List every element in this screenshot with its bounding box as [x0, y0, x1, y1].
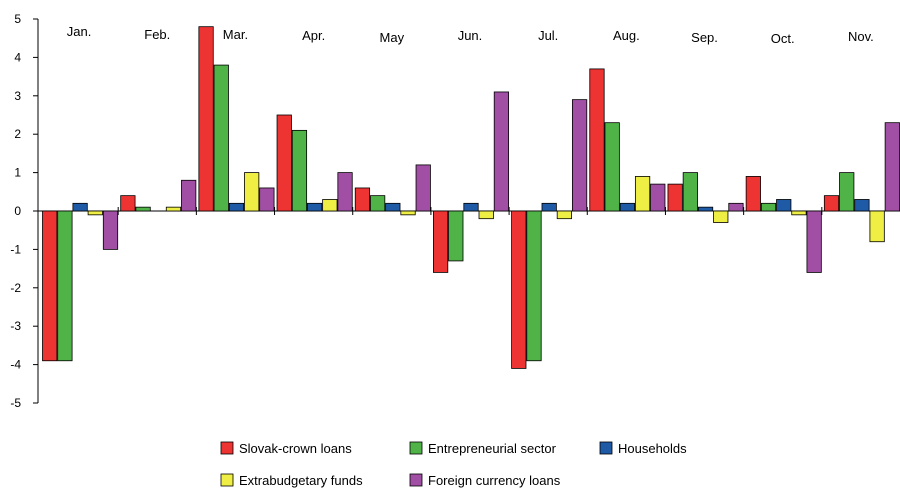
y-tick-label: 4 [14, 50, 21, 64]
bar [433, 210, 449, 273]
category-label: Jun. [458, 28, 483, 43]
category-label: Mar. [223, 27, 248, 42]
legend-label: Foreign currency loans [428, 473, 561, 488]
bar [198, 26, 214, 212]
y-tick-label: 1 [14, 166, 21, 180]
bar [291, 129, 308, 212]
bar [165, 206, 182, 212]
bar [213, 64, 229, 212]
bar [713, 210, 729, 223]
bar [120, 195, 136, 212]
category-label: Aug. [613, 28, 640, 43]
category-label: Jan. [67, 24, 92, 39]
bar [682, 172, 698, 212]
bar [650, 183, 666, 212]
bar [884, 122, 900, 212]
bar [854, 199, 870, 212]
bar [463, 202, 479, 212]
bar [307, 202, 323, 212]
bar [493, 91, 510, 212]
legend-swatch [409, 473, 423, 487]
category-label: Oct. [771, 31, 795, 46]
category-label: Feb. [144, 27, 170, 42]
y-tick-label: -2 [10, 281, 21, 295]
bar [87, 210, 103, 216]
y-tick-label: -4 [10, 358, 21, 372]
bar [839, 172, 855, 212]
bar [589, 68, 605, 212]
y-tick-label: 3 [14, 89, 21, 103]
legend-swatch [599, 441, 613, 455]
legend-swatch [409, 441, 423, 455]
category-label: Sep. [691, 30, 718, 45]
bar [511, 210, 527, 369]
bars [42, 26, 900, 369]
legend: Slovak-crown loans Entrepreneurial sector… [220, 441, 687, 488]
bar [259, 187, 275, 212]
legend-label: Entrepreneurial sector [428, 441, 557, 456]
category-label: Apr. [302, 28, 325, 43]
bar [72, 202, 88, 212]
bar [571, 99, 588, 212]
bar [791, 210, 807, 216]
bar [400, 210, 416, 216]
bar [181, 179, 197, 212]
y-tick-label: 5 [14, 12, 21, 26]
bar [135, 206, 151, 212]
bar [541, 202, 557, 212]
y-tick-label: -3 [10, 319, 21, 333]
bar [322, 199, 338, 212]
bar [667, 183, 683, 212]
bar [244, 172, 260, 212]
legend-label: Extrabudgetary funds [239, 473, 363, 488]
category-labels: Jan. Feb. Mar. Apr. May Jun. Jul. Aug. Sep. Oct. N… [67, 24, 874, 46]
bar [102, 210, 119, 250]
bar [556, 210, 572, 220]
bar [42, 210, 58, 362]
legend-label: Households [618, 441, 687, 456]
bar [385, 202, 401, 212]
bar [57, 210, 73, 362]
y-tick-label: -5 [10, 396, 21, 410]
bar [478, 210, 494, 220]
y-tick-label: 2 [14, 127, 21, 141]
bar [869, 210, 885, 243]
bar [806, 210, 822, 273]
bar [415, 164, 431, 212]
category-label: Jul. [538, 28, 558, 43]
bar [337, 172, 353, 212]
legend-swatch [220, 473, 234, 487]
bar [370, 195, 386, 212]
bar [776, 199, 792, 212]
bar [697, 206, 714, 212]
bar [354, 187, 371, 212]
category-label: Nov. [848, 29, 874, 44]
y-tick-label: 0 [14, 204, 21, 218]
bar [604, 122, 620, 212]
bar [728, 202, 744, 212]
legend-label: Slovak-crown loans [239, 441, 352, 456]
bar [228, 202, 245, 212]
bar [745, 176, 761, 212]
bar [619, 202, 635, 212]
bar [448, 210, 464, 262]
bar [526, 210, 542, 362]
bar [276, 114, 292, 212]
y-tick-label: -1 [10, 242, 21, 256]
legend-swatch [220, 441, 234, 455]
category-label: May [380, 30, 405, 45]
bar [634, 176, 651, 212]
bar [760, 202, 777, 212]
bar [823, 195, 840, 212]
